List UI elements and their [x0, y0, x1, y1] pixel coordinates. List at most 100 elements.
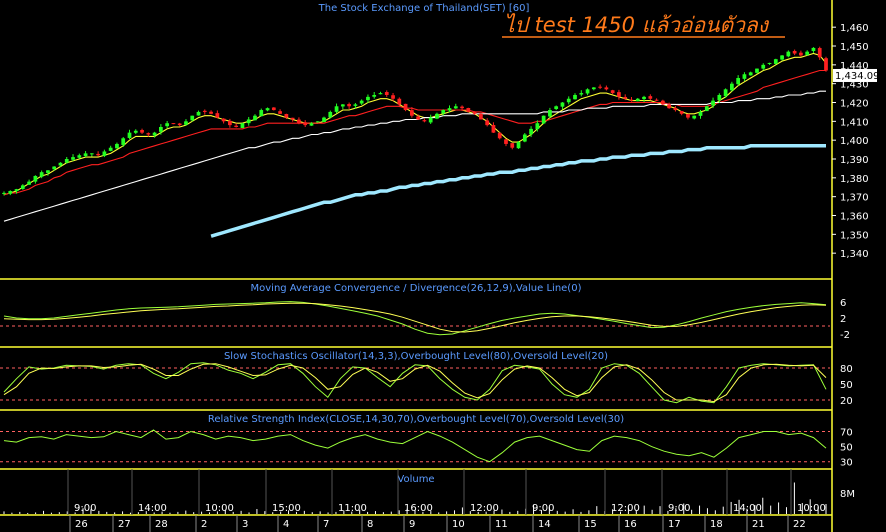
- moving-average-lines: [3, 52, 827, 238]
- price-tick-label: 1,360: [840, 212, 869, 223]
- candle-body: [591, 87, 596, 90]
- candle-body: [660, 100, 665, 105]
- volume-panel: Volume 8M: [3, 474, 855, 514]
- candle-body: [686, 113, 690, 118]
- hour-label: 12:00: [611, 503, 640, 514]
- candle-body: [278, 111, 282, 114]
- candle-body: [303, 122, 308, 126]
- candle-body: [466, 108, 471, 112]
- candle-body: [209, 111, 213, 114]
- hour-label: 12:00: [470, 503, 499, 514]
- candle-body: [8, 191, 13, 194]
- candle-body: [598, 86, 602, 88]
- candle-body: [554, 106, 559, 109]
- price-axis: 1,340 1,350 1,360 1,370 1,380 1,390 1,400 1,410…: [832, 23, 869, 260]
- candle-body: [334, 106, 339, 112]
- candle-body: [780, 55, 784, 60]
- candle-body: [717, 94, 722, 101]
- hour-label: 10:00: [205, 503, 234, 514]
- candle-body: [635, 98, 640, 102]
- candle-body: [767, 62, 772, 64]
- candle-body: [535, 123, 540, 130]
- date-label: 26: [75, 519, 88, 530]
- date-label: 17: [668, 519, 681, 530]
- candle-body: [309, 123, 314, 126]
- date-label: 7: [323, 519, 329, 530]
- candle-body: [623, 96, 628, 99]
- thai-annotation: ไป test 1450 แล้วอ่อนตัวลง: [504, 13, 770, 37]
- time-axis: 9:00 14:00 10:00 15:00 11:00 16:00 12:00 9:00 12…: [67, 469, 826, 532]
- candle-body: [359, 100, 364, 104]
- date-label: 16: [624, 519, 637, 530]
- macd-tick-label: 2: [840, 314, 846, 325]
- candle-body: [504, 139, 508, 144]
- candle-body: [159, 126, 163, 132]
- candle-body: [96, 153, 100, 156]
- candle-body: [579, 93, 584, 95]
- candle-body: [177, 123, 182, 126]
- candle-body: [171, 123, 176, 125]
- price-tick-label: 1,350: [840, 230, 869, 241]
- candle-body: [372, 94, 377, 97]
- candlesticks: [2, 46, 828, 196]
- candle-body: [566, 98, 571, 103]
- candle-body: [58, 162, 63, 166]
- candle-body: [253, 115, 257, 121]
- candle-body: [290, 117, 295, 120]
- candle-body: [234, 125, 239, 127]
- date-label: 15: [584, 519, 597, 530]
- candle-body: [196, 111, 201, 116]
- candle-body: [20, 185, 25, 189]
- candle-body: [240, 123, 245, 129]
- candle-body: [391, 95, 395, 99]
- candle-body: [202, 110, 207, 112]
- candle-body: [366, 96, 370, 101]
- candle-body: [428, 117, 433, 123]
- candle-body: [384, 92, 389, 95]
- candle-body: [692, 115, 697, 119]
- ma-line-1: [3, 52, 827, 196]
- rsi-title: Relative Strength Index(CLOSE,14,30,70),…: [208, 414, 624, 425]
- candle-body: [748, 72, 753, 76]
- ma-line-3: [3, 90, 826, 222]
- rsi-tick-label: 50: [840, 443, 853, 454]
- candle-body: [824, 58, 828, 71]
- price-tick-label: 1,340: [840, 249, 869, 260]
- candle-body: [259, 110, 264, 117]
- stochastic-tick-label: 20: [840, 396, 853, 407]
- stochastic-tick-label: 80: [840, 364, 853, 375]
- candle-body: [108, 147, 113, 151]
- macd-panel: Moving Average Convergence / Divergence(…: [0, 283, 850, 341]
- candle-body: [190, 115, 195, 121]
- candle-body: [403, 103, 408, 111]
- candle-body: [64, 159, 69, 163]
- date-label: 21: [752, 519, 765, 530]
- candle-body: [497, 132, 502, 139]
- price-tick-label: 1,410: [840, 117, 869, 128]
- macd-tick-label: 6: [840, 298, 846, 309]
- stochastic-title: Slow Stochastics Oscillator(14,3,3),Over…: [224, 351, 608, 362]
- candle-body: [14, 189, 19, 192]
- candle-body: [642, 96, 646, 100]
- candle-body: [522, 134, 527, 142]
- candle-body: [447, 108, 452, 111]
- candle-body: [742, 74, 747, 79]
- last-price-tag-bg: [833, 68, 877, 82]
- candle-body: [811, 47, 816, 52]
- candle-body: [617, 92, 621, 97]
- candle-body: [215, 113, 220, 118]
- candle-body: [610, 90, 615, 94]
- candle-body: [221, 118, 226, 122]
- hour-label: 14:00: [138, 503, 167, 514]
- candle-body: [460, 106, 464, 109]
- candle-body: [435, 113, 439, 119]
- candle-body: [817, 48, 822, 58]
- candle-body: [805, 51, 810, 55]
- candle-body: [792, 50, 797, 54]
- candle-body: [77, 155, 82, 158]
- date-label: 2: [201, 519, 207, 530]
- candle-body: [573, 94, 577, 100]
- candle-body: [89, 153, 94, 155]
- candle-body: [83, 153, 88, 157]
- panel-borders: [0, 0, 833, 532]
